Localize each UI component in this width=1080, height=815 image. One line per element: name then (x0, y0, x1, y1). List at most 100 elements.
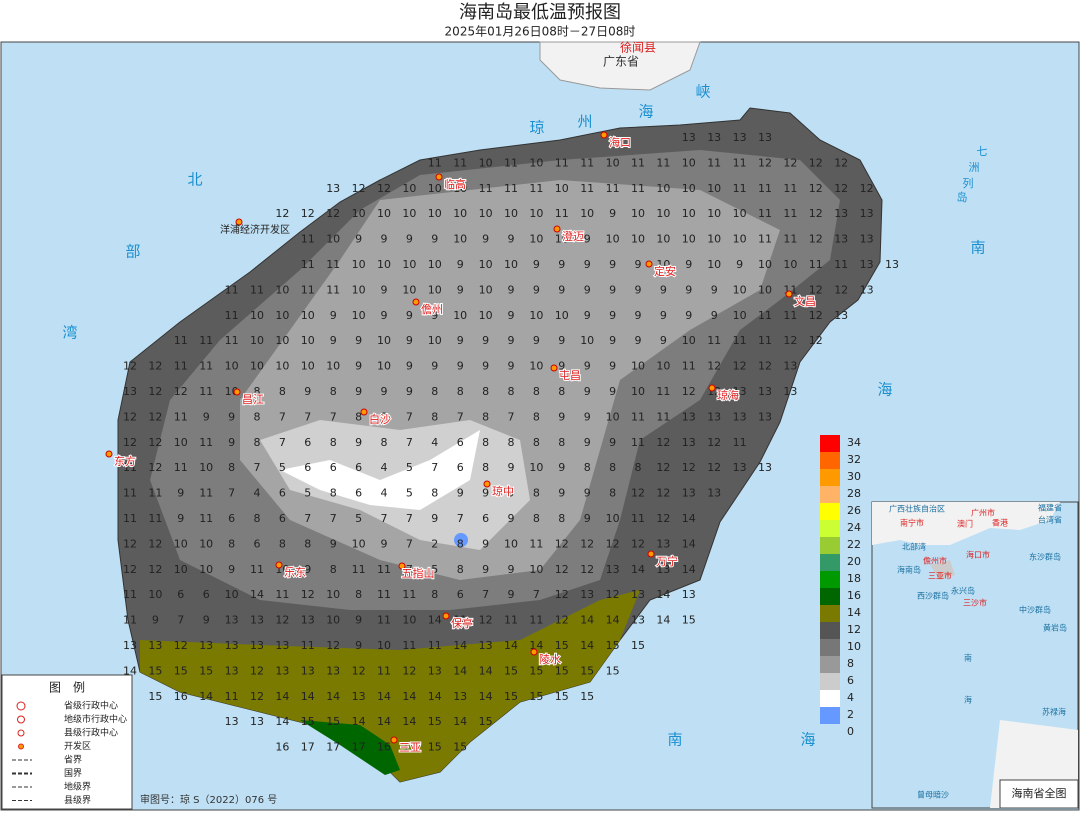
temperature: 14 (453, 715, 467, 728)
temperature: 7 (406, 537, 413, 550)
temperature: 13 (783, 360, 797, 373)
temperature: 9 (330, 334, 337, 347)
inset-label: 广西壮族自治区 (889, 504, 945, 514)
scale-swatch (820, 673, 840, 690)
temperature: 9 (355, 614, 362, 627)
temperature: 13 (225, 715, 239, 728)
temperature: 14 (377, 715, 391, 728)
temperature: 15 (555, 664, 569, 677)
temperature: 15 (148, 664, 162, 677)
temperature: 8 (457, 537, 464, 550)
sea-label: 湾 (62, 324, 77, 342)
temperature: 10 (555, 182, 569, 195)
temperature: 7 (406, 512, 413, 525)
temperature: 12 (809, 283, 823, 296)
temperature: 11 (225, 690, 239, 703)
temperature: 13 (733, 131, 747, 144)
temperature: 8 (584, 461, 591, 474)
temperature: 8 (330, 563, 337, 576)
temperature: 10 (352, 309, 366, 322)
temperature: 14 (123, 664, 137, 677)
temperature: 13 (707, 410, 721, 423)
sea-label: 海 (638, 103, 653, 121)
temperature: 11 (682, 360, 696, 373)
temperature: 12 (301, 588, 315, 601)
temperature: 11 (199, 487, 213, 500)
temperature: 9 (508, 360, 515, 373)
temperature: 13 (682, 131, 696, 144)
temperature: 15 (529, 690, 543, 703)
temperature: 10 (707, 233, 721, 246)
temperature: 15 (428, 715, 442, 728)
temperature: 14 (656, 588, 670, 601)
temperature: 9 (355, 385, 362, 398)
temperature: 12 (275, 614, 289, 627)
temperature: 14 (275, 690, 289, 703)
temperature: 11 (174, 410, 188, 423)
temperature: 13 (326, 182, 340, 195)
temperature: 13 (860, 207, 874, 220)
legend-item: 国界 (64, 768, 82, 779)
city-marker (483, 480, 491, 488)
temperature: 9 (457, 487, 464, 500)
temperature: 7 (406, 563, 413, 576)
temperature: 12 (352, 182, 366, 195)
city-label: 陵水 (539, 653, 561, 666)
sea-label: 南 (667, 731, 682, 749)
temperature: 9 (558, 258, 565, 271)
temperature: 17 (352, 741, 366, 754)
zone-18 (300, 720, 400, 775)
temperature: 12 (148, 436, 162, 449)
legend-item: 开发区 (64, 740, 91, 752)
temperature: 13 (758, 461, 772, 474)
city-label: 五指山 (402, 566, 435, 580)
temperature: 10 (352, 207, 366, 220)
temperature: 14 (606, 614, 620, 627)
temperature: 9 (584, 410, 591, 423)
temperature: 10 (428, 283, 442, 296)
temperature: 15 (402, 741, 416, 754)
city-label: 保亭 (451, 616, 473, 630)
temperature: 12 (809, 156, 823, 169)
temperature: 8 (457, 385, 464, 398)
temperature: 11 (199, 512, 213, 525)
inset-label: 三亚市 (928, 571, 952, 581)
temperature: 12 (301, 207, 315, 220)
temperature: 9 (558, 461, 565, 474)
temperature: 9 (406, 385, 413, 398)
temperature: 10 (326, 588, 340, 601)
temperature: 8 (330, 487, 337, 500)
temperature: 15 (428, 741, 442, 754)
temperature: 9 (203, 410, 210, 423)
temperature: 10 (377, 334, 391, 347)
scale-swatch (820, 605, 840, 622)
scale-swatch (820, 588, 840, 605)
temperature: 11 (631, 512, 645, 525)
temperature: 9 (609, 385, 616, 398)
temperature: 8 (304, 537, 311, 550)
scale-label: 32 (847, 453, 861, 466)
city-label: 三亚 (399, 741, 421, 754)
temperature: 10 (326, 614, 340, 627)
scale-label: 4 (847, 691, 854, 704)
temperature: 10 (377, 360, 391, 373)
temperature: 10 (733, 207, 747, 220)
temperature: 12 (707, 436, 721, 449)
temperature: 10 (250, 334, 264, 347)
temperature: 10 (631, 360, 645, 373)
temperature: 14 (275, 715, 289, 728)
temperature: 10 (225, 588, 239, 601)
zone-6 (280, 430, 480, 510)
city-label: 白沙 (369, 412, 391, 426)
temperature: 9 (457, 360, 464, 373)
temperature: 8 (254, 512, 261, 525)
temperature: 7 (457, 512, 464, 525)
temperature: 9 (685, 258, 692, 271)
temperature: 11 (428, 639, 442, 652)
temperature: 8 (533, 436, 540, 449)
temperature: 15 (682, 614, 696, 627)
temperature: 12 (707, 360, 721, 373)
temperature: 14 (453, 664, 467, 677)
inset-label: 中沙群岛 (1019, 605, 1051, 615)
temperature: 9 (609, 360, 616, 373)
